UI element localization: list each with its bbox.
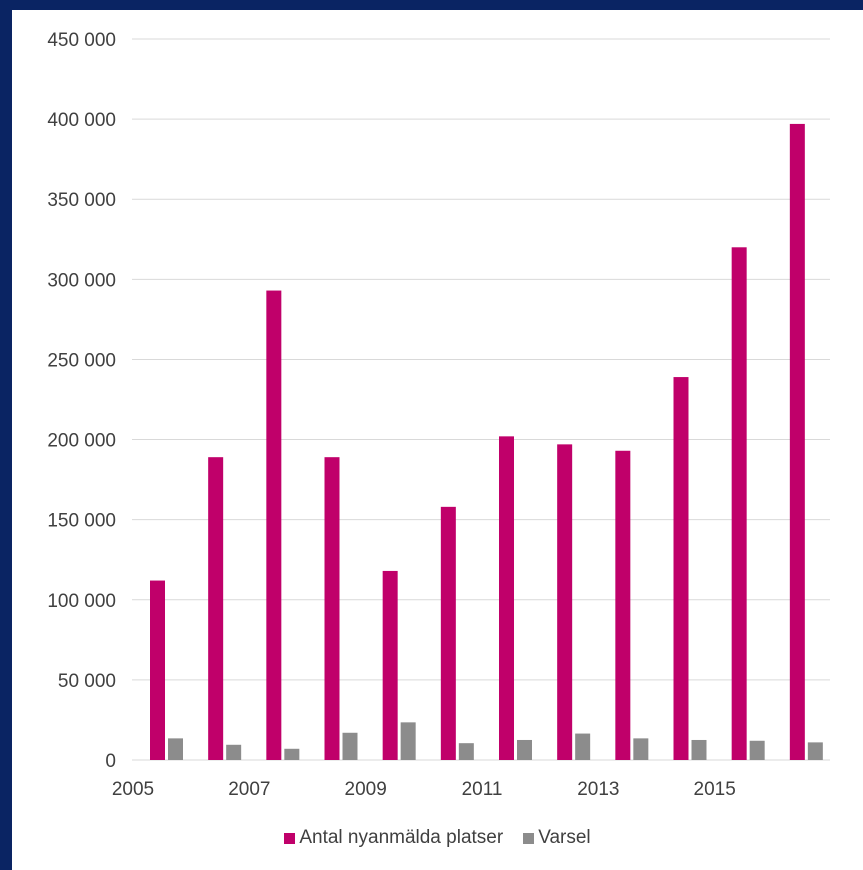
bar-varsel-2009 — [400, 722, 416, 760]
x-tick-label: 2015 — [694, 779, 736, 800]
bar-antal-nyanmalda-platser-2013 — [615, 450, 631, 760]
legend-item-series-1: Varsel — [523, 827, 591, 849]
legend-label: Antal nyanmälda platser — [299, 827, 504, 848]
bars — [150, 123, 823, 761]
bar-varsel-2006 — [226, 744, 242, 760]
bar-antal-nyanmalda-platser-2012 — [557, 444, 573, 760]
x-tick-label: 2005 — [112, 779, 154, 800]
bar-varsel-2014 — [691, 739, 707, 760]
x-tick-label: 2009 — [345, 779, 387, 800]
bar-antal-nyanmalda-platser-2008 — [324, 457, 340, 760]
bar-antal-nyanmalda-platser-2009 — [382, 570, 398, 760]
y-tick-label: 50 000 — [58, 671, 116, 692]
bar-varsel-2012 — [575, 733, 591, 760]
legend-swatch — [523, 832, 535, 844]
legend-item-series-0: Antal nyanmälda platser — [284, 827, 503, 849]
y-tick-label: 350 000 — [47, 190, 116, 211]
bar-varsel-2007 — [284, 748, 300, 760]
x-tick-label: 2007 — [228, 779, 270, 800]
y-tick-label: 150 000 — [47, 511, 116, 532]
bar-varsel-2013 — [633, 738, 649, 760]
chart-panel: 0 50 000 100 000 150 000 200 000 250 000 300 0… — [12, 10, 863, 870]
bar-antal-nyanmalda-platser-2011 — [499, 436, 514, 760]
x-axis-labels: 2005 2007 2009 2011 2013 2015 — [112, 779, 736, 800]
y-tick-label: 300 000 — [47, 270, 116, 291]
bar-varsel-2011 — [517, 739, 532, 760]
bar-antal-nyanmalda-platser-2014 — [673, 377, 689, 760]
y-tick-label: 100 000 — [47, 591, 116, 612]
gridlines — [132, 38, 830, 761]
x-tick-label: 2013 — [577, 779, 619, 800]
y-tick-label: 250 000 — [47, 350, 116, 371]
bar-varsel-2010 — [458, 743, 474, 760]
bar-varsel-2008 — [342, 732, 358, 760]
bar-antal-nyanmalda-platser-2006 — [208, 457, 224, 760]
y-tick-label: 200 000 — [47, 431, 116, 452]
legend-label: Varsel — [538, 827, 591, 848]
bar-varsel-2005 — [168, 738, 183, 760]
bar-antal-nyanmalda-platser-2016 — [789, 123, 805, 760]
bar-antal-nyanmalda-platser-2007 — [266, 290, 282, 760]
y-tick-label: 450 000 — [47, 30, 116, 51]
y-axis-labels: 0 50 000 100 000 150 000 200 000 250 000 300 0… — [47, 30, 116, 772]
bar-antal-nyanmalda-platser-2005 — [150, 580, 165, 760]
bar-varsel-2015 — [749, 740, 765, 760]
bar-varsel-2016 — [807, 742, 823, 760]
x-tick-label: 2011 — [462, 779, 503, 800]
legend-swatch — [284, 832, 296, 844]
bar-antal-nyanmalda-platser-2010 — [440, 506, 456, 760]
bar-chart: 0 50 000 100 000 150 000 200 000 250 000 300 0… — [47, 30, 830, 800]
y-tick-label: 0 — [105, 751, 116, 772]
bar-antal-nyanmalda-platser-2015 — [731, 247, 747, 761]
y-tick-label: 400 000 — [47, 110, 116, 131]
legend: Antal nyanmälda platser Varsel — [12, 827, 863, 849]
